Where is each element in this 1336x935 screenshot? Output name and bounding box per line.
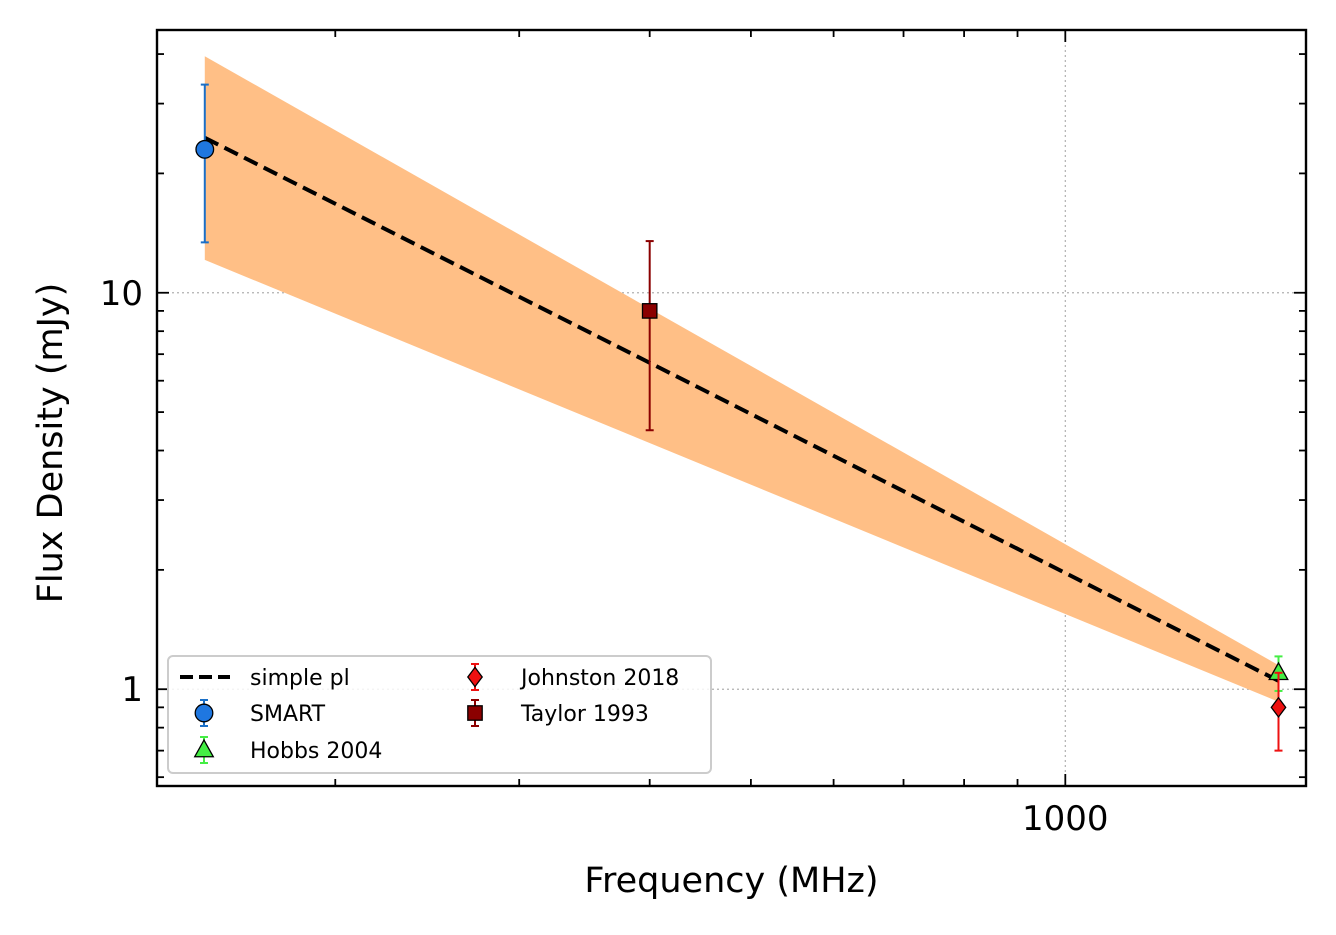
legend-label: SMART	[250, 702, 326, 727]
data-point	[195, 139, 215, 159]
y-tick-label: 10	[100, 274, 143, 314]
points-layer	[195, 83, 1289, 752]
axes-layer: 1000 1 10 Frequency (MHz) Flux Density (mJy)	[31, 28, 1308, 901]
legend-label: Hobbs 2004	[250, 739, 382, 764]
legend-marker	[194, 703, 214, 723]
legend-label: Taylor 1993	[520, 702, 649, 727]
x-tick-label: 1000	[1022, 799, 1109, 839]
plot-frame	[155, 28, 1308, 788]
fit-line	[203, 135, 1280, 683]
legend-label: simple pl	[250, 666, 350, 691]
x-axis-label: Frequency (MHz)	[584, 861, 878, 901]
legend: simple pl SMART Hobbs 2004 Johnston 2018 Tay…	[167, 655, 712, 774]
error-bar	[645, 240, 654, 432]
legend-item: Hobbs 2004	[193, 736, 382, 764]
legend-label: Johnston 2018	[519, 666, 679, 691]
legend-marker	[466, 666, 484, 688]
data-point	[1270, 696, 1287, 719]
legend-box	[167, 655, 712, 774]
y-tick-label: 1	[121, 670, 143, 710]
band-layer	[204, 56, 1279, 702]
legend-marker	[467, 705, 483, 721]
legend-item: Taylor 1993	[467, 699, 649, 727]
legend-item: SMART	[194, 699, 326, 727]
legend-item: Johnston 2018	[466, 663, 679, 691]
data-point	[641, 303, 658, 319]
error-bar	[200, 83, 209, 244]
y-axis-label: Flux Density (mJy)	[31, 283, 71, 604]
legend-item: simple pl	[180, 666, 350, 691]
fit-layer	[203, 135, 1280, 683]
legend-marker	[193, 738, 215, 758]
uncertainty-band	[204, 56, 1279, 702]
